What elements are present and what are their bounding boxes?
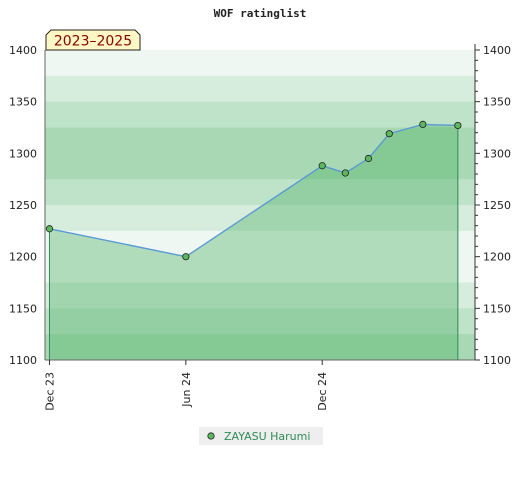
period-badge: 2023–2025 bbox=[45, 29, 141, 51]
background-band bbox=[45, 282, 475, 309]
legend-box bbox=[199, 427, 323, 445]
background-band bbox=[45, 230, 475, 258]
area-layer bbox=[48, 123, 459, 361]
axes: 1100 1100 1150 1150 1200 1200 1250 1250 1300 1300… bbox=[9, 44, 511, 411]
rating-area bbox=[49, 124, 458, 361]
y-tick-label-right: 1200 bbox=[483, 251, 511, 264]
data-point[interactable] bbox=[454, 121, 462, 130]
y-tick-label-left: 1300 bbox=[9, 147, 37, 160]
y-tick-label-right: 1250 bbox=[483, 199, 511, 212]
background-band bbox=[45, 101, 475, 128]
y-tick-label-left: 1400 bbox=[9, 44, 37, 57]
legend-marker bbox=[207, 432, 215, 440]
series-line bbox=[49, 123, 458, 258]
legend-label: ZAYASU Harumi bbox=[224, 430, 310, 443]
background-band bbox=[45, 179, 475, 206]
y-tick-label-right: 1400 bbox=[483, 44, 511, 57]
points-layer bbox=[45, 120, 462, 261]
y-tick-label-right: 1350 bbox=[483, 96, 511, 109]
data-point[interactable] bbox=[45, 225, 54, 233]
data-point[interactable] bbox=[318, 162, 326, 170]
legend[interactable]: ZAYASU Harumi bbox=[199, 427, 323, 445]
period-badge-frame bbox=[45, 29, 141, 51]
period-badge-label: 2023–2025 bbox=[54, 34, 132, 50]
y-tick-label-right: 1150 bbox=[483, 302, 511, 315]
background-band bbox=[45, 50, 475, 77]
y-tick-label-left: 1200 bbox=[9, 251, 37, 264]
x-tick-label: Jun 24 bbox=[180, 372, 193, 408]
x-tick-label: Dec 24 bbox=[316, 372, 329, 411]
background-band bbox=[45, 127, 475, 154]
x-tick-label: Dec 23 bbox=[43, 372, 56, 411]
data-point[interactable] bbox=[419, 120, 427, 129]
y-tick-label-left: 1350 bbox=[9, 96, 37, 109]
background-band bbox=[45, 256, 475, 283]
background-band bbox=[45, 153, 475, 180]
background-band bbox=[45, 205, 475, 232]
y-tick-label-left: 1250 bbox=[9, 199, 37, 212]
data-point[interactable] bbox=[182, 253, 190, 261]
y-tick-label-right: 1100 bbox=[483, 354, 511, 367]
y-tick-label-left: 1150 bbox=[9, 302, 37, 315]
data-point[interactable] bbox=[385, 130, 393, 138]
y-tick-label-left: 1100 bbox=[9, 354, 37, 367]
background-band bbox=[45, 308, 475, 335]
chart-title: WOF ratinglist bbox=[214, 7, 307, 20]
data-point[interactable] bbox=[341, 169, 349, 177]
data-point[interactable] bbox=[364, 154, 373, 163]
background-band bbox=[45, 334, 475, 361]
background-bands bbox=[45, 50, 475, 361]
background-band bbox=[45, 75, 475, 103]
y-tick-label-right: 1300 bbox=[483, 147, 511, 160]
